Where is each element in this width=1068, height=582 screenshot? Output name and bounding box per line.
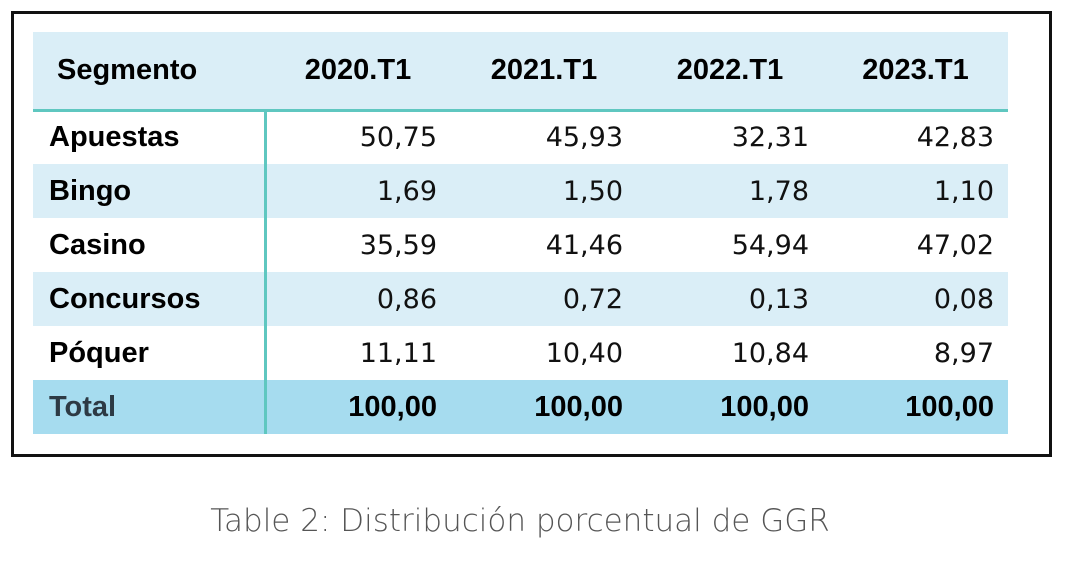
table-row: Concursos 0,86 0,72 0,13 0,08 bbox=[33, 272, 1008, 326]
header-period: 2020.T1 bbox=[265, 32, 451, 112]
total-label: Total bbox=[33, 380, 267, 434]
row-label: Bingo bbox=[33, 164, 267, 218]
cell-value: 41,46 bbox=[451, 218, 637, 272]
cell-value: 47,02 bbox=[823, 218, 1008, 272]
total-value: 100,00 bbox=[637, 380, 823, 434]
table-frame: Segmento 2020.T1 2021.T1 2022.T1 2023.T1… bbox=[11, 11, 1052, 457]
header-segment: Segmento bbox=[33, 32, 265, 112]
cell-value: 8,97 bbox=[823, 326, 1008, 380]
header-row: Segmento 2020.T1 2021.T1 2022.T1 2023.T1 bbox=[33, 32, 1008, 112]
header-period: 2021.T1 bbox=[451, 32, 637, 112]
cell-value: 45,93 bbox=[451, 110, 637, 164]
table-caption: Table 2: Distribución porcentual de GGR bbox=[210, 503, 830, 539]
table-row: Póquer 11,11 10,40 10,84 8,97 bbox=[33, 326, 1008, 380]
cell-value: 1,78 bbox=[637, 164, 823, 218]
total-value: 100,00 bbox=[823, 380, 1008, 434]
cell-value: 10,40 bbox=[451, 326, 637, 380]
row-label: Concursos bbox=[33, 272, 267, 326]
total-row: Total 100,00 100,00 100,00 100,00 bbox=[33, 380, 1008, 434]
cell-value: 0,86 bbox=[265, 272, 451, 326]
cell-value: 42,83 bbox=[823, 110, 1008, 164]
total-value: 100,00 bbox=[265, 380, 451, 434]
cell-value: 1,10 bbox=[823, 164, 1008, 218]
total-value: 100,00 bbox=[451, 380, 637, 434]
cell-value: 50,75 bbox=[265, 110, 451, 164]
row-label: Apuestas bbox=[33, 110, 267, 164]
header-period: 2023.T1 bbox=[823, 32, 1008, 112]
row-label: Casino bbox=[33, 218, 267, 272]
cell-value: 0,08 bbox=[823, 272, 1008, 326]
header-period: 2022.T1 bbox=[637, 32, 823, 112]
cell-value: 10,84 bbox=[637, 326, 823, 380]
cell-value: 0,13 bbox=[637, 272, 823, 326]
table-header: Segmento 2020.T1 2021.T1 2022.T1 2023.T1 bbox=[33, 32, 1008, 112]
cell-value: 32,31 bbox=[637, 110, 823, 164]
cell-value: 35,59 bbox=[265, 218, 451, 272]
cell-value: 1,50 bbox=[451, 164, 637, 218]
table-body: Apuestas 50,75 45,93 32,31 42,83 Bingo 1… bbox=[33, 110, 1008, 434]
table-row: Bingo 1,69 1,50 1,78 1,10 bbox=[33, 164, 1008, 218]
table-row: Apuestas 50,75 45,93 32,31 42,83 bbox=[33, 110, 1008, 164]
row-label: Póquer bbox=[33, 326, 267, 380]
cell-value: 11,11 bbox=[265, 326, 451, 380]
cell-value: 54,94 bbox=[637, 218, 823, 272]
table-row: Casino 35,59 41,46 54,94 47,02 bbox=[33, 218, 1008, 272]
cell-value: 1,69 bbox=[265, 164, 451, 218]
cell-value: 0,72 bbox=[451, 272, 637, 326]
ggr-distribution-table: Segmento 2020.T1 2021.T1 2022.T1 2023.T1… bbox=[33, 32, 1008, 434]
